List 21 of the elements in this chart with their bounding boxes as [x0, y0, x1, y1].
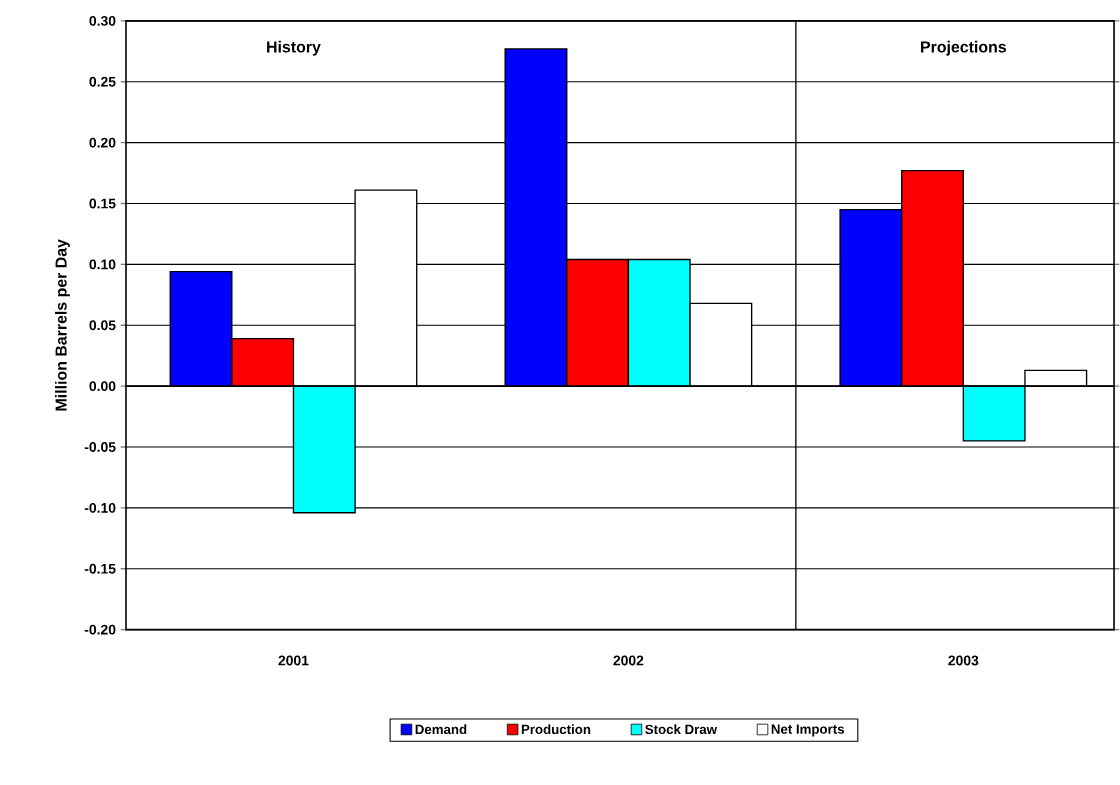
- legend-label: Production: [521, 724, 591, 735]
- legend-label: Net Imports: [771, 724, 845, 737]
- y-axis-title: Million Barrels per Day: [55, 239, 70, 411]
- y-tick-label: 0.00: [89, 381, 116, 392]
- y-tick-label: 0.10: [89, 259, 116, 270]
- annotation: Projections: [921, 40, 1007, 56]
- legend-label: Demand: [415, 724, 467, 735]
- y-tick-label: 0.25: [89, 76, 116, 87]
- y-tick-label: -0.05: [84, 442, 116, 453]
- y-tick-label: -0.10: [84, 503, 116, 513]
- y-tick-label: 0.30: [89, 16, 116, 26]
- y-tick-label: 0.20: [89, 137, 116, 148]
- y-tick-label: -0.15: [84, 563, 116, 574]
- x-tick-label: 2001: [278, 655, 309, 666]
- y-tick-label: 0.15: [89, 198, 116, 209]
- x-tick-label: 2002: [613, 655, 644, 666]
- y-tick-label: 0.05: [89, 320, 116, 331]
- y-tick-label: -0.20: [84, 624, 116, 635]
- x-tick-label: 2003: [948, 655, 979, 666]
- annotation: History: [267, 40, 321, 56]
- legend-label: Stock Draw: [645, 724, 718, 735]
